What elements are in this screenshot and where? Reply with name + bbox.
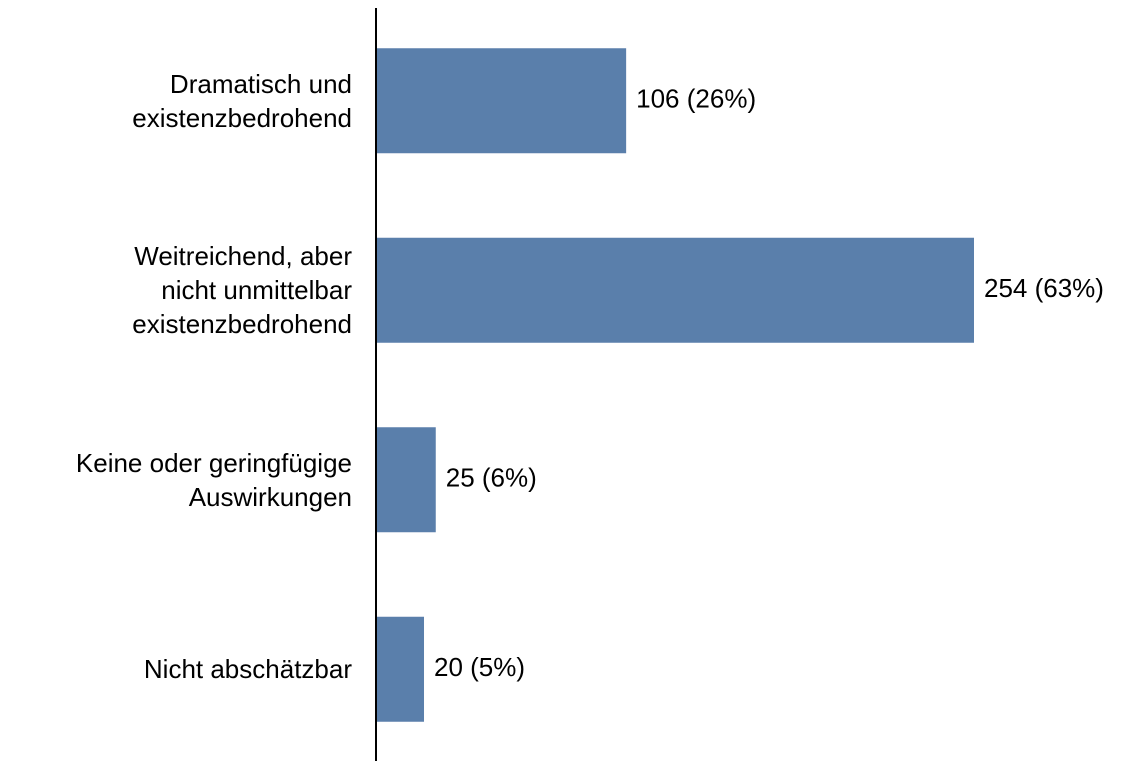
category-label: Nicht abschätzbar bbox=[143, 654, 352, 685]
bar bbox=[377, 237, 974, 343]
category-label: Weitreichend, aber nicht unmittelbar exi… bbox=[132, 241, 352, 340]
value-label: 25 (6%) bbox=[446, 463, 537, 493]
value-label: 254 (63%) bbox=[984, 273, 1104, 303]
bar bbox=[377, 427, 436, 533]
category-label: Dramatisch und existenzbedrohend bbox=[132, 68, 352, 133]
bar bbox=[377, 48, 627, 154]
bar bbox=[377, 616, 425, 722]
value-label: 106 (26%) bbox=[636, 84, 756, 114]
value-label: 20 (5%) bbox=[434, 652, 525, 682]
category-label: Keine oder geringfügige Auswirkungen bbox=[75, 447, 352, 512]
